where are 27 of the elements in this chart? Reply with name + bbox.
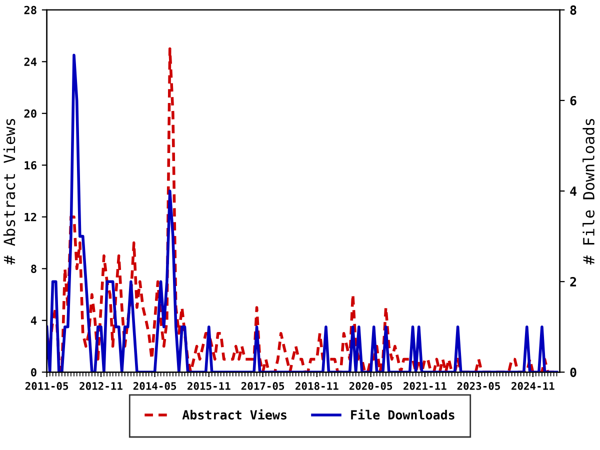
x-tick-label: 2020-05 bbox=[349, 382, 392, 390]
x-tick-label: 2014-05 bbox=[133, 382, 176, 390]
legend-label: File Downloads bbox=[351, 409, 454, 420]
y-axis-title: # Abstract Views bbox=[3, 118, 16, 265]
y2-tick-label: 4 bbox=[570, 186, 576, 196]
y-tick-label: 20 bbox=[24, 109, 36, 118]
x-tick-label: 2021-11 bbox=[404, 382, 446, 390]
y-tick-label: 12 bbox=[24, 212, 36, 222]
y-tick-label: 8 bbox=[31, 264, 36, 274]
y-tick-label: 24 bbox=[24, 58, 37, 66]
x-tick-label: 2012-11 bbox=[80, 382, 122, 390]
x-tick-label: 2017-05 bbox=[241, 382, 284, 390]
x-tick-label: 2011-05 bbox=[25, 382, 68, 390]
y-tick-label: 4 bbox=[30, 316, 37, 325]
x-tick-label: 2015-11 bbox=[188, 382, 230, 390]
x-tick-label: 2024-11 bbox=[512, 382, 554, 390]
y-tick-label: 16 bbox=[24, 161, 36, 170]
x-tick-label: 2018-11 bbox=[296, 382, 338, 390]
y2-tick-label: 0 bbox=[570, 368, 576, 378]
y2-tick-label: 8 bbox=[570, 5, 576, 15]
y-tick-label: 28 bbox=[24, 6, 36, 14]
y2-axis-title: # File Downloads bbox=[582, 118, 595, 265]
legend-label: Abstract Views bbox=[182, 409, 286, 420]
x-tick-label: 2023-05 bbox=[457, 382, 500, 390]
y2-tick-label: 6 bbox=[570, 96, 576, 106]
y-tick-label: 0 bbox=[31, 368, 36, 377]
y2-tick-label: 2 bbox=[570, 277, 576, 286]
